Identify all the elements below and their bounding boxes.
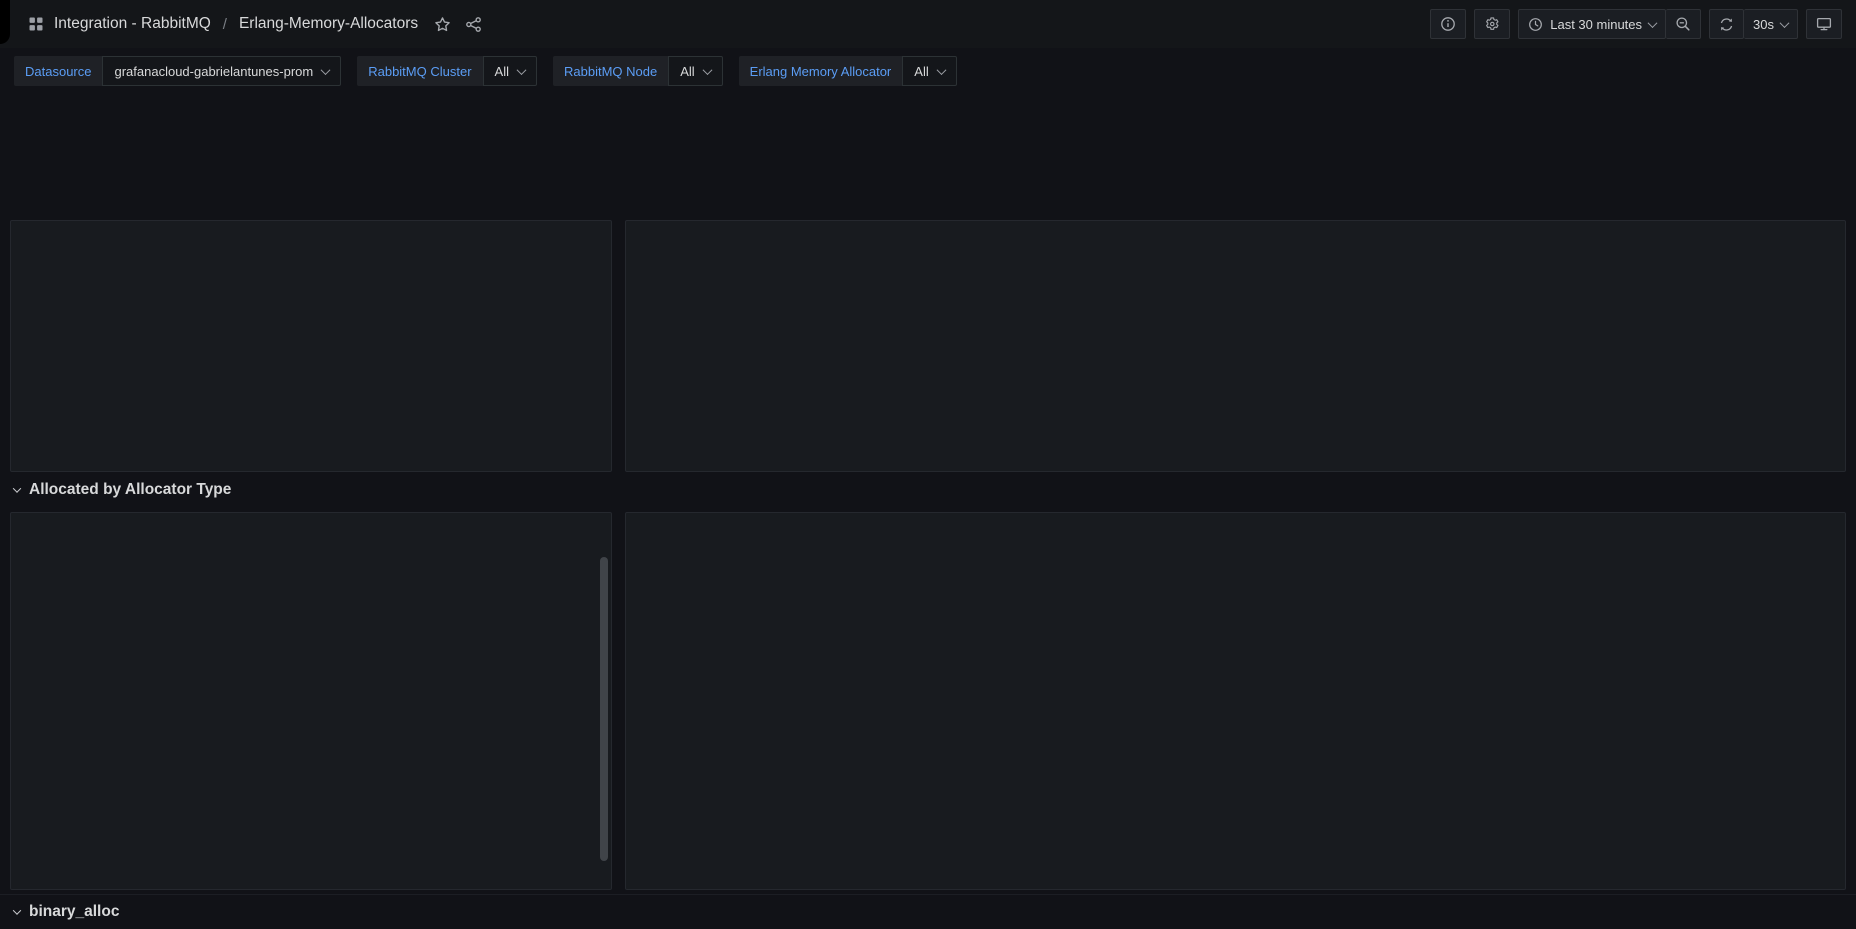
variable-rabbitmq-cluster: RabbitMQ Cluster All bbox=[357, 56, 537, 86]
cycle-view-mode-button[interactable] bbox=[1806, 9, 1842, 39]
time-range-label: Last 30 minutes bbox=[1550, 16, 1643, 32]
variable-label: RabbitMQ Node bbox=[552, 56, 669, 86]
chevron-down-icon bbox=[702, 64, 713, 75]
row-title: binary_alloc bbox=[29, 903, 120, 920]
chevron-down-icon bbox=[12, 906, 22, 915]
dashboard-settings-button[interactable] bbox=[1474, 9, 1511, 39]
chevron-down-icon bbox=[320, 64, 331, 75]
zoom-out-time-button[interactable] bbox=[1666, 9, 1702, 39]
dashboard-variables-row: Datasource grafanacloud-gabrielantunes-p… bbox=[0, 48, 1856, 94]
variable-selected-value: All bbox=[680, 63, 695, 79]
variable-label: RabbitMQ Cluster bbox=[357, 56, 483, 86]
chevron-down-icon bbox=[12, 484, 22, 493]
breadcrumb-root[interactable]: Integration - RabbitMQ bbox=[54, 15, 211, 32]
row-title: Allocated by Allocator Type bbox=[29, 481, 232, 498]
info-circle-icon bbox=[1440, 16, 1456, 32]
row-toggle-binary-alloc[interactable]: binary_alloc bbox=[12, 903, 120, 921]
clock-icon bbox=[1528, 17, 1543, 32]
chevron-down-icon bbox=[936, 64, 947, 75]
chevron-down-icon bbox=[1647, 17, 1658, 28]
variable-label: Datasource bbox=[14, 56, 103, 86]
variable-value-dropdown[interactable]: All bbox=[482, 56, 537, 86]
refresh-dashboard-button[interactable] bbox=[1709, 9, 1745, 39]
top-nav-bar: Integration - RabbitMQ / Erlang-Memory-A… bbox=[0, 0, 1856, 48]
refresh-icon bbox=[1719, 17, 1734, 32]
memory-overview-chart-panel bbox=[625, 220, 1846, 472]
refresh-interval-label: 30s bbox=[1753, 16, 1774, 32]
dashboard-grid-icon[interactable] bbox=[28, 16, 44, 32]
variable-value-dropdown[interactable]: grafanacloud-gabrielantunes-prom bbox=[102, 56, 342, 86]
refresh-interval-dropdown[interactable]: 30s bbox=[1744, 9, 1798, 39]
monitor-icon bbox=[1816, 16, 1832, 32]
breadcrumb-separator: / bbox=[222, 15, 227, 33]
chevron-down-icon bbox=[516, 64, 527, 75]
breadcrumb-current: Erlang-Memory-Allocators bbox=[238, 15, 419, 32]
variable-value-dropdown[interactable]: All bbox=[902, 56, 957, 86]
row-toggle-allocated-by-allocator-type[interactable]: Allocated by Allocator Type bbox=[12, 481, 232, 499]
time-range-picker[interactable]: Last 30 minutes bbox=[1518, 9, 1667, 39]
table-scrollbar-thumb[interactable] bbox=[600, 557, 608, 861]
variable-erlang-memory-allocator: Erlang Memory Allocator All bbox=[738, 56, 957, 86]
variable-label: Erlang Memory Allocator bbox=[738, 56, 903, 86]
variable-value-dropdown[interactable]: All bbox=[668, 56, 723, 86]
share-icon[interactable] bbox=[465, 16, 482, 33]
variable-rabbitmq-node: RabbitMQ Node All bbox=[552, 56, 723, 86]
magnifier-minus-icon bbox=[1675, 16, 1691, 32]
variable-selected-value: grafanacloud-gabrielantunes-prom bbox=[114, 63, 314, 79]
row-divider bbox=[0, 894, 1856, 895]
gear-icon bbox=[1484, 16, 1500, 32]
allocator-chart-panel bbox=[625, 512, 1846, 890]
star-icon[interactable] bbox=[434, 16, 451, 33]
chevron-down-icon bbox=[1779, 17, 1790, 28]
variable-selected-value: All bbox=[914, 63, 929, 79]
panel-help-button[interactable] bbox=[1430, 9, 1467, 39]
memory-metrics-table-panel bbox=[10, 220, 612, 472]
window-corner-notch bbox=[0, 0, 10, 44]
variable-selected-value: All bbox=[494, 63, 509, 79]
variable-datasource: Datasource grafanacloud-gabrielantunes-p… bbox=[14, 56, 342, 86]
allocator-table-panel bbox=[10, 512, 612, 890]
